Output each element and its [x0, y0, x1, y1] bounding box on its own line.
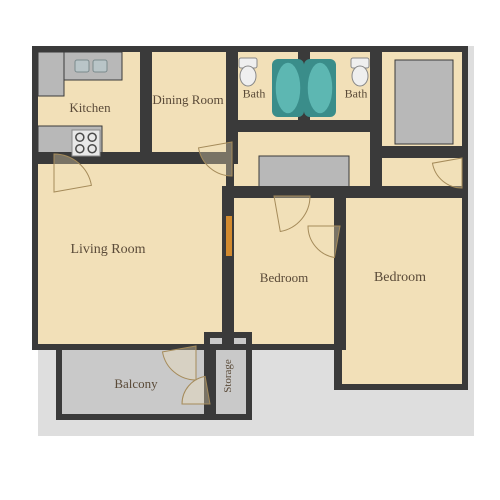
wall-segment	[336, 192, 342, 384]
label-balcony: Balcony	[114, 376, 157, 392]
pocket-door-icon	[226, 216, 232, 256]
toilet-bowl-icon	[240, 66, 256, 86]
label-bath2: Bath	[345, 87, 368, 102]
wall-segment	[372, 52, 378, 156]
wall-segment	[224, 192, 230, 350]
sink-icon	[75, 60, 89, 72]
bathtub-icon	[275, 62, 301, 114]
label-kitchen: Kitchen	[69, 100, 110, 116]
wall-segment	[314, 188, 462, 194]
label-bedroom2: Bedroom	[374, 270, 426, 286]
wall-segment	[228, 188, 274, 194]
sink-icon	[93, 60, 107, 72]
label-storage: Storage	[222, 359, 234, 393]
counter	[38, 52, 64, 96]
label-living: Living Room	[70, 242, 145, 258]
wall-segment	[304, 126, 376, 132]
wall-segment	[232, 126, 304, 132]
label-bath1: Bath	[243, 87, 266, 102]
label-bedroom1: Bedroom	[260, 270, 308, 286]
counter	[395, 60, 453, 144]
room-bedroom2	[340, 192, 462, 384]
label-dining: Dining Room	[152, 92, 223, 108]
wall-segment	[146, 52, 152, 130]
toilet-bowl-icon	[352, 66, 368, 86]
bathtub-icon	[307, 62, 333, 114]
stove-icon	[72, 130, 100, 156]
